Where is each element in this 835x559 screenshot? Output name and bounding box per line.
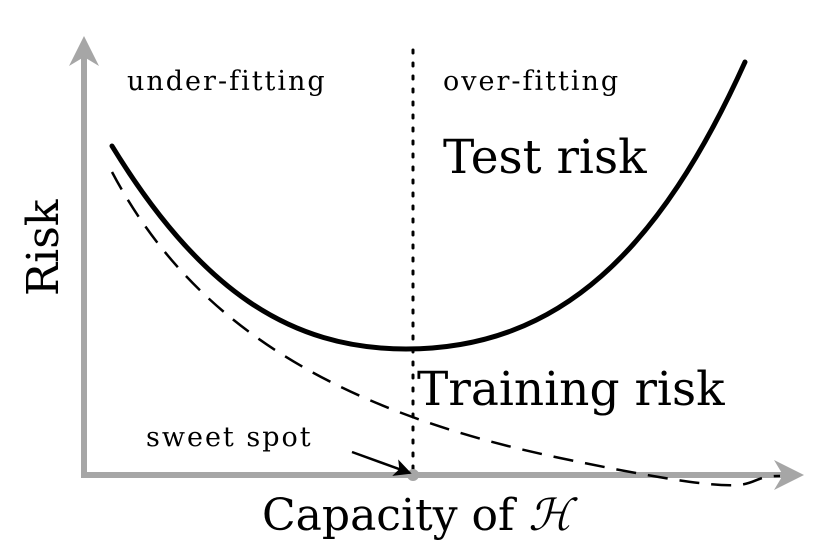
sweet-spot-marker <box>407 469 419 481</box>
over-fitting-label: over-fitting <box>443 66 620 97</box>
x-axis-label: Capacity of ℋ <box>262 490 578 541</box>
sweet-spot-label: sweet spot <box>146 422 313 453</box>
test-risk-curve <box>109 59 748 352</box>
under-fitting-label: under-fitting <box>127 66 327 97</box>
training-risk-label: Training risk <box>417 362 725 417</box>
y-axis-label: Risk <box>18 199 69 296</box>
hypothesis-class-symbol: ℋ <box>528 490 578 541</box>
test-risk-label: Test risk <box>443 130 647 185</box>
training-risk-curve <box>110 171 781 487</box>
x-axis-label-text: Capacity of <box>262 490 528 541</box>
sweet-spot-arrow <box>351 450 412 476</box>
